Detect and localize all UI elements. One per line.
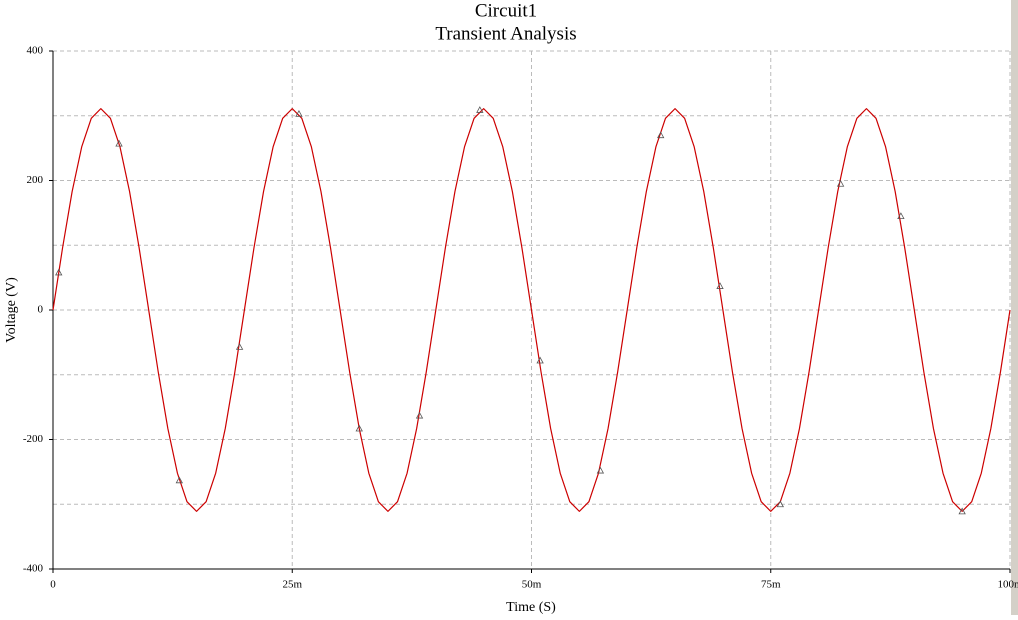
- point-marker: [476, 106, 484, 113]
- point-marker: [897, 212, 905, 220]
- point-marker: [235, 343, 244, 350]
- point-marker: [355, 424, 363, 432]
- y-tick-label: 400: [27, 45, 44, 57]
- x-tick-label: 75m: [761, 579, 781, 591]
- y-axis-label: Voltage (V): [4, 277, 19, 343]
- x-tick-label: 50m: [522, 579, 542, 591]
- y-tick-label: 0: [38, 304, 44, 316]
- series-line: [52, 108, 1011, 512]
- chart-subtitle: Transient Analysis: [435, 23, 576, 44]
- x-tick-label: 25m: [282, 579, 302, 591]
- y-tick-label: -200: [23, 433, 44, 445]
- x-axis-label: Time (S): [506, 600, 556, 615]
- point-marker: [295, 109, 303, 117]
- point-marker: [776, 500, 784, 508]
- x-tick-label: 0: [50, 579, 56, 591]
- point-marker: [657, 131, 665, 139]
- scrollbar: [1011, 0, 1018, 615]
- y-tick-label: -400: [23, 563, 44, 575]
- y-tick-label: 200: [27, 174, 44, 186]
- point-marker: [415, 411, 424, 419]
- point-marker: [836, 179, 845, 187]
- point-marker: [716, 282, 724, 289]
- point-marker: [536, 356, 544, 364]
- point-marker: [596, 466, 605, 474]
- point-marker: [55, 268, 63, 276]
- point-marker: [175, 476, 183, 484]
- point-marker: [958, 507, 966, 515]
- x-tick-label: 100m: [997, 579, 1018, 591]
- chart-title: Circuit1: [475, 0, 537, 21]
- point-marker: [115, 139, 123, 147]
